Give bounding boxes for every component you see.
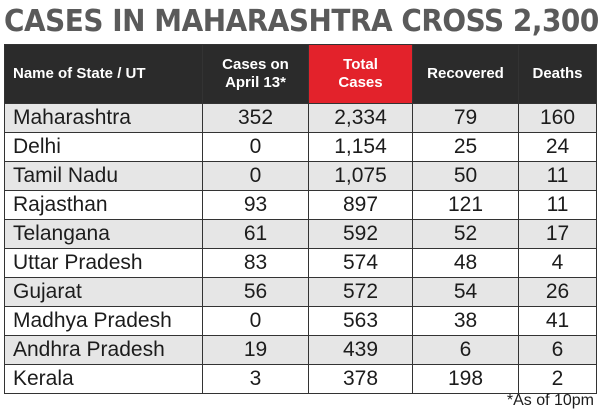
table-row: Telangana 61 592 52 17 (4, 219, 597, 249)
header-recovered: Recovered (412, 44, 519, 104)
table-row: Andhra Pradesh 19 439 6 6 (4, 335, 597, 365)
table-row: Madhya Pradesh 0 563 38 41 (4, 306, 597, 336)
cell-deaths: 2 (518, 364, 597, 394)
cell-total: 572 (308, 277, 413, 307)
cell-state: Telangana (4, 219, 203, 249)
cell-april13: 56 (202, 277, 309, 307)
table-body: Maharashtra 352 2,334 79 160 Delhi 0 1,1… (4, 103, 597, 394)
cell-state: Tamil Nadu (4, 161, 203, 191)
cell-state: Gujarat (4, 277, 203, 307)
cell-april13: 0 (202, 132, 309, 162)
cell-deaths: 41 (518, 306, 597, 336)
cell-recovered: 25 (412, 132, 519, 162)
cell-total: 1,075 (308, 161, 413, 191)
cell-april13: 19 (202, 335, 309, 365)
cell-deaths: 4 (518, 248, 597, 278)
cell-state: Uttar Pradesh (4, 248, 203, 278)
cell-state: Rajasthan (4, 190, 203, 220)
cell-recovered: 52 (412, 219, 519, 249)
covid-cases-table: Name of State / UT Cases on April 13* To… (4, 44, 597, 394)
cell-total: 2,334 (308, 103, 413, 133)
footnote: *As of 10pm (506, 392, 594, 409)
table-row: Delhi 0 1,154 25 24 (4, 132, 597, 162)
cell-april13: 3 (202, 364, 309, 394)
header-cases-april13-line1: Cases on (222, 56, 289, 73)
cell-state: Maharashtra (4, 103, 203, 133)
cell-deaths: 11 (518, 161, 597, 191)
cell-recovered: 6 (412, 335, 519, 365)
cell-total: 592 (308, 219, 413, 249)
cell-state: Kerala (4, 364, 203, 394)
table-row: Tamil Nadu 0 1,075 50 11 (4, 161, 597, 191)
cell-deaths: 6 (518, 335, 597, 365)
table-row: Rajasthan 93 897 121 11 (4, 190, 597, 220)
cell-deaths: 26 (518, 277, 597, 307)
cell-total: 439 (308, 335, 413, 365)
page-title: CASES IN MAHARASHTRA CROSS 2,300 (4, 4, 599, 39)
cell-state: Andhra Pradesh (4, 335, 203, 365)
cell-total: 574 (308, 248, 413, 278)
cell-april13: 0 (202, 161, 309, 191)
cell-april13: 352 (202, 103, 309, 133)
cell-deaths: 11 (518, 190, 597, 220)
cell-recovered: 48 (412, 248, 519, 278)
header-total-line2: Cases (338, 74, 383, 91)
cell-april13: 0 (202, 306, 309, 336)
cell-april13: 93 (202, 190, 309, 220)
header-row: Name of State / UT Cases on April 13* To… (4, 44, 597, 104)
cell-deaths: 160 (518, 103, 597, 133)
cell-recovered: 198 (412, 364, 519, 394)
cell-april13: 83 (202, 248, 309, 278)
cell-total: 1,154 (308, 132, 413, 162)
cell-recovered: 79 (412, 103, 519, 133)
table-row: Uttar Pradesh 83 574 48 4 (4, 248, 597, 278)
cell-recovered: 54 (412, 277, 519, 307)
cell-april13: 61 (202, 219, 309, 249)
header-cases-april13-line2: April 13* (225, 74, 286, 91)
cell-state: Madhya Pradesh (4, 306, 203, 336)
table-row: Gujarat 56 572 54 26 (4, 277, 597, 307)
cell-deaths: 17 (518, 219, 597, 249)
cell-deaths: 24 (518, 132, 597, 162)
cell-total: 378 (308, 364, 413, 394)
table-header: Name of State / UT Cases on April 13* To… (4, 44, 597, 104)
cell-total: 897 (308, 190, 413, 220)
cell-total: 563 (308, 306, 413, 336)
table-row: Kerala 3 378 198 2 (4, 364, 597, 394)
table-row: Maharashtra 352 2,334 79 160 (4, 103, 597, 133)
cell-recovered: 121 (412, 190, 519, 220)
header-cases-april13: Cases on April 13* (202, 44, 309, 104)
header-deaths: Deaths (518, 44, 597, 104)
cell-state: Delhi (4, 132, 203, 162)
header-total-cases: Total Cases (308, 44, 413, 104)
cell-recovered: 38 (412, 306, 519, 336)
header-state: Name of State / UT (4, 44, 203, 104)
header-total-line1: Total (343, 56, 378, 73)
cell-recovered: 50 (412, 161, 519, 191)
